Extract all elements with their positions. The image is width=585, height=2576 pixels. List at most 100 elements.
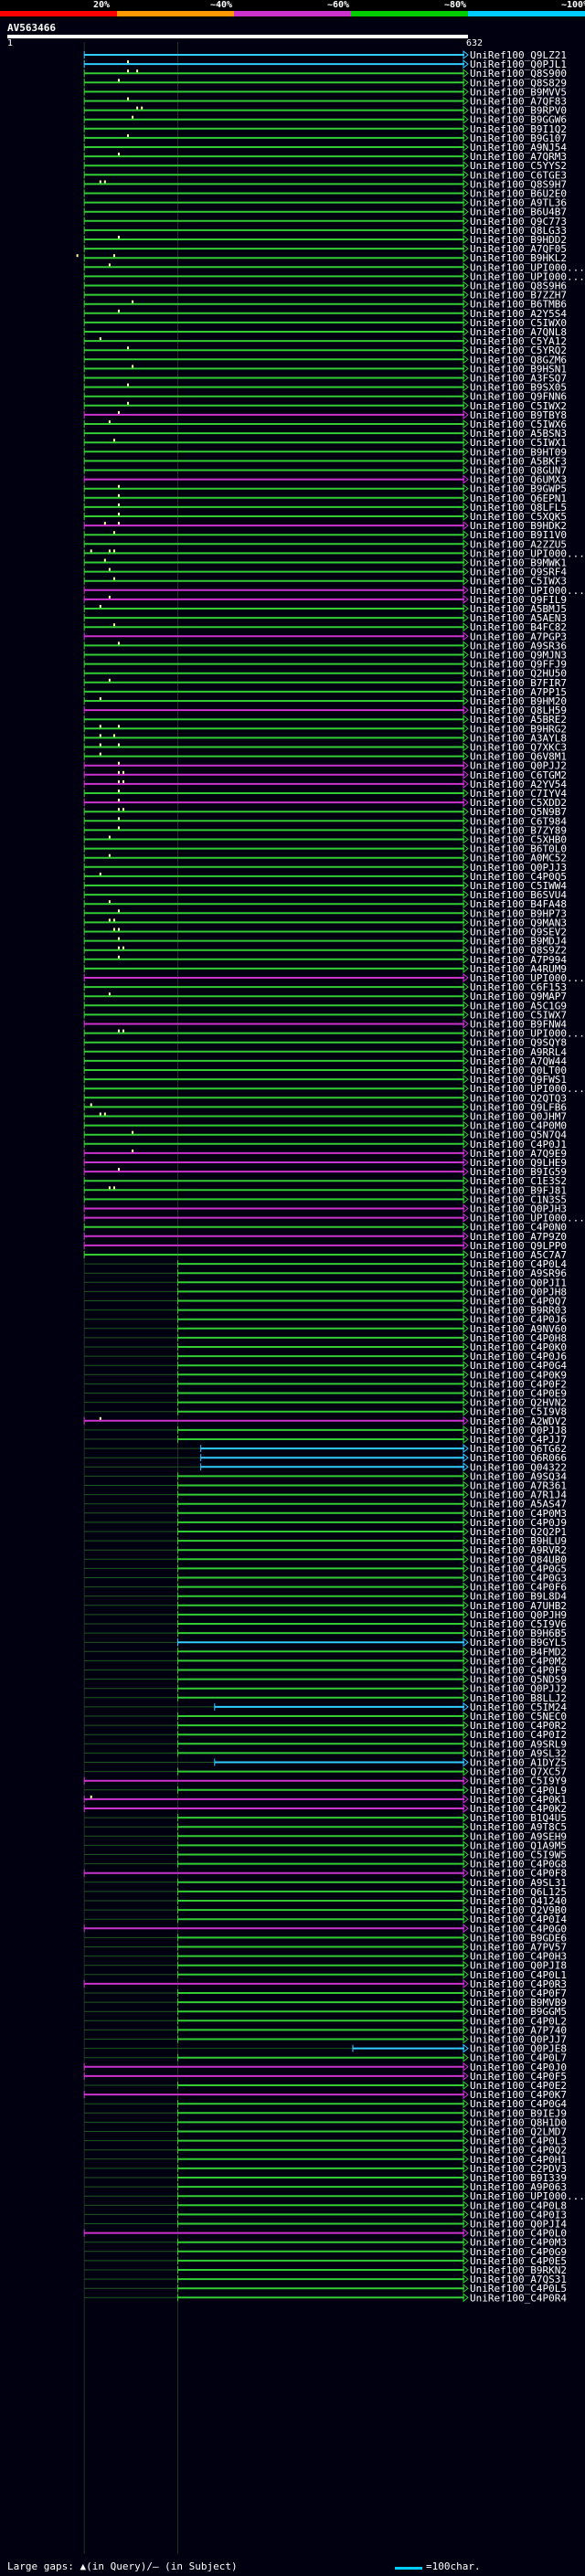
hit-label[interactable]: UniRef100_Q8S900 — [470, 68, 567, 80]
hit-row[interactable]: UniRef100_C4P0H1 — [84, 2154, 567, 2166]
hit-row[interactable]: UniRef100_C4P0G3 — [84, 1573, 567, 1585]
hit-label[interactable]: UniRef100_A7P9Z0 — [470, 1231, 567, 1243]
hit-row[interactable]: UniRef100_C4P0Q5 — [83, 871, 567, 883]
hit-row[interactable]: UniRef100_Q84UB0 — [84, 1553, 567, 1565]
hit-row[interactable]: UniRef100_Q8S900 — [83, 68, 567, 80]
hit-row[interactable]: UniRef100_C4P0J6 — [84, 1351, 567, 1362]
hit-row[interactable]: UniRef100_B6U4B7 — [83, 207, 567, 218]
hit-label[interactable]: UniRef100_C4P0L9 — [470, 1785, 567, 1797]
hit-label[interactable]: UniRef100_B9MDJ4 — [470, 936, 567, 948]
hit-row[interactable]: UniRef100_C4P0E2 — [84, 2080, 567, 2092]
hit-label[interactable]: UniRef100_A7P994 — [470, 954, 567, 966]
hit-row[interactable]: UniRef100_Q9SEV2 — [83, 927, 567, 938]
hit-label[interactable]: UniRef100_B9HDD2 — [470, 234, 567, 246]
hit-label[interactable]: UniRef100_C5IWW4 — [470, 880, 567, 892]
hit-label[interactable]: UniRef100_A2YV54 — [470, 779, 567, 790]
hit-label[interactable]: UniRef100_B9RR03 — [470, 1305, 567, 1317]
hit-row[interactable]: UniRef100_B9RKN2 — [84, 2264, 567, 2276]
hit-row[interactable]: UniRef100_B9HDK2 — [83, 520, 567, 532]
hit-row[interactable]: UniRef100_Q9LHE9 — [83, 1157, 567, 1169]
hit-row[interactable]: UniRef100_A5C1G9 — [83, 1000, 567, 1012]
hit-row[interactable]: UniRef100_Q0PJJ2 — [84, 1683, 567, 1695]
hit-label[interactable]: UniRef100_B9FJ81 — [470, 1184, 567, 1196]
hit-label[interactable]: UniRef100_A7QNL8 — [470, 326, 567, 338]
hit-label[interactable]: UniRef100_C4P0J0 — [470, 2062, 567, 2073]
hit-label[interactable]: UniRef100_Q0PJJ7 — [470, 2034, 567, 2046]
hit-row[interactable]: UniRef100_C5IWX3 — [83, 576, 567, 588]
hit-row[interactable]: UniRef100_A9P063 — [84, 2181, 567, 2193]
hit-row[interactable]: UniRef100_B9HDD2 — [83, 234, 567, 246]
hit-label[interactable]: UniRef100_C4P0Q5 — [470, 871, 567, 883]
hit-row[interactable]: UniRef100_C5XHB0 — [83, 834, 567, 846]
hit-label[interactable]: UniRef100_C5IWX3 — [470, 576, 567, 588]
hit-row[interactable]: UniRef100_A9RVR2 — [84, 1544, 567, 1556]
hit-label[interactable]: UniRef100_C4PJJ7 — [470, 1434, 567, 1446]
hit-label[interactable]: UniRef100_Q7XC57 — [470, 1766, 567, 1778]
hit-row[interactable]: UniRef100_C4P0I2 — [84, 1729, 567, 1741]
hit-label[interactable]: UniRef100_Q6R066 — [470, 1452, 567, 1464]
hit-row[interactable]: UniRef100_C4P0F6 — [84, 1582, 567, 1594]
hit-label[interactable]: UniRef100_Q6EPN1 — [470, 493, 567, 504]
hit-row[interactable]: UniRef100_C4P0L0 — [83, 2228, 567, 2240]
hit-label[interactable]: UniRef100_Q8GUN7 — [470, 465, 567, 477]
hit-label[interactable]: UniRef100_A7R361 — [470, 1480, 567, 1492]
hit-row[interactable]: UniRef100_A0MC52 — [83, 853, 567, 864]
hit-row[interactable]: UniRef100_Q2Q2P1 — [84, 1526, 567, 1538]
hit-label[interactable]: UniRef100_C4P0F7 — [470, 1988, 567, 1999]
hit-label[interactable]: UniRef100_Q9LHE9 — [470, 1157, 567, 1169]
hit-row[interactable]: UniRef100_C5IWX1 — [83, 437, 567, 449]
hit-label[interactable]: UniRef100_UPI000... — [470, 270, 585, 282]
hit-label[interactable]: UniRef100_B6U4B7 — [470, 207, 567, 218]
hit-row[interactable]: UniRef100_A7P9Z0 — [83, 1231, 567, 1243]
hit-label[interactable]: UniRef100_C4P0I4 — [470, 1913, 567, 1925]
hit-label[interactable]: UniRef100_Q9MAN3 — [470, 917, 567, 928]
hit-row[interactable]: UniRef100_C5YA12 — [83, 335, 567, 347]
hit-label[interactable]: UniRef100_C1E3S2 — [470, 1175, 567, 1187]
hit-label[interactable]: UniRef100_Q9MJN3 — [470, 650, 567, 662]
hit-label[interactable]: UniRef100_A9P063 — [470, 2181, 567, 2193]
hit-label[interactable]: UniRef100_Q9FNN6 — [470, 391, 567, 403]
hit-row[interactable]: UniRef100_Q5NDS9 — [84, 1674, 567, 1686]
hit-label[interactable]: UniRef100_Q9SEV2 — [470, 927, 567, 938]
hit-row[interactable]: UniRef100_A7QF83 — [83, 96, 567, 108]
hit-row[interactable]: UniRef100_A9T8C5 — [84, 1821, 567, 1833]
hit-label[interactable]: UniRef100_Q9SQY8 — [470, 1037, 567, 1049]
hit-label[interactable]: UniRef100_A9TL36 — [470, 197, 567, 209]
hit-row[interactable]: UniRef100_C1E3S2 — [83, 1175, 567, 1187]
hit-label[interactable]: UniRef100_C4P0J9 — [470, 1517, 567, 1529]
hit-row[interactable]: UniRef100_A7QS31 — [84, 2274, 567, 2285]
hit-label[interactable]: UniRef100_C4P0M2 — [470, 1655, 567, 1667]
hit-row[interactable]: UniRef100_Q0LT00 — [83, 1065, 567, 1076]
hit-row[interactable]: UniRef100_Q1A9M5 — [84, 1839, 567, 1851]
hit-row[interactable]: UniRef100_Q8LG33 — [83, 225, 567, 237]
hit-row[interactable]: UniRef100_C4P0G8 — [84, 1859, 567, 1871]
hit-row[interactable]: UniRef100_Q8S9Z2 — [83, 945, 567, 957]
hit-row[interactable]: UniRef100_A7R1J4 — [84, 1489, 567, 1501]
hit-row[interactable]: UniRef100_Q9MAP7 — [83, 991, 567, 1002]
hit-label[interactable]: UniRef100_C5IWX2 — [470, 400, 567, 412]
hit-label[interactable]: UniRef100_C4P0L7 — [470, 2052, 567, 2064]
hit-label[interactable]: UniRef100_C4P0E9 — [470, 1388, 567, 1400]
hit-label[interactable]: UniRef100_Q9SRF4 — [470, 567, 567, 578]
hit-row[interactable]: UniRef100_A7PV57 — [84, 1942, 567, 1954]
hit-row[interactable]: UniRef100_C5I9W5 — [84, 1850, 567, 1861]
hit-row[interactable]: UniRef100_B4FC82 — [83, 621, 567, 633]
hit-row[interactable]: UniRef100_C4P0L3 — [84, 2136, 567, 2147]
hit-row[interactable]: UniRef100_A9SQ34 — [84, 1470, 567, 1482]
hit-row[interactable]: UniRef100_UPI000... — [83, 1083, 585, 1095]
hit-label[interactable]: UniRef100_C2PDV3 — [470, 2163, 567, 2175]
hit-label[interactable]: UniRef100_Q7XKC3 — [470, 742, 567, 754]
hit-row[interactable]: UniRef100_A2Y5S4 — [83, 308, 567, 320]
hit-label[interactable]: UniRef100_B9IG59 — [470, 1166, 567, 1178]
hit-label[interactable]: UniRef100_Q8LH59 — [470, 705, 567, 716]
hit-label[interactable]: UniRef100_A3AYL8 — [470, 732, 567, 744]
hit-row[interactable]: UniRef100_Q0PJI4 — [84, 2219, 567, 2231]
hit-label[interactable]: UniRef100_C4P0E5 — [470, 2255, 567, 2267]
hit-row[interactable]: UniRef100_Q8S9H7 — [83, 178, 567, 190]
hit-row[interactable]: UniRef100_A5C7A7 — [83, 1249, 567, 1261]
hit-label[interactable]: UniRef100_C4P0F8 — [470, 1868, 567, 1880]
hit-label[interactable]: UniRef100_C5IWX6 — [470, 419, 567, 430]
hit-row[interactable]: UniRef100_Q8S829 — [83, 77, 567, 89]
hit-row[interactable]: UniRef100_Q0PJI1 — [84, 1277, 567, 1288]
hit-label[interactable]: UniRef100_A5C7A7 — [470, 1249, 567, 1261]
